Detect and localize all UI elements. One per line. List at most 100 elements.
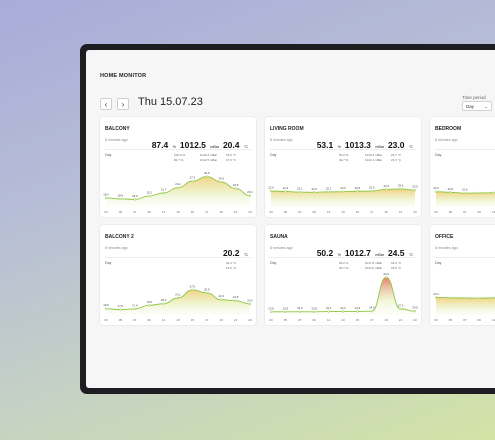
sensor-card[interactable]: SAUNA 8 minutes ago 50.2 % 1012.7 mBar 24.5 … [265,225,421,325]
chart-point [478,297,481,300]
chart-point [148,194,151,198]
x-tick-label: 05 [119,210,123,214]
next-day-button[interactable]: › [117,98,129,110]
x-tick-label: 03 [434,318,438,322]
chart-point [220,180,223,184]
chart-point-label: 19.6 [146,300,152,304]
x-tick-label: 09 [478,318,482,322]
chart-point [104,307,108,310]
x-tick-label: 07 [463,318,467,322]
chart-point [341,190,345,193]
chart-point [234,299,237,302]
chart-point [284,310,287,313]
chart-point [133,307,136,311]
x-tick-label: 03 [104,318,108,322]
min-value: 16.6 °C [226,266,237,270]
chart-point-label: 17.6 [118,304,124,308]
max-value: 100.0 % [174,153,186,157]
x-tick-label: 23 [248,318,252,322]
x-tick-label: 17 [370,318,374,322]
chart-point [449,296,452,299]
current-readings: 53.1 % 1013.3 mBar 23.0 °C [317,135,417,153]
min-max-summary: 32.4 °C 16.6 °C [174,261,252,271]
min-row: 46.7 % 1012.6 mBar 23.6 °C [339,266,417,271]
chart-point [133,198,136,201]
chart-point-label: 22.3 [433,186,439,190]
chart-point [248,194,252,197]
chart-point-label: 27.3 [190,176,196,180]
min-value: 82.7 % [174,158,184,162]
card-title: BALCONY 2 [105,234,134,240]
chart-range-label: Day [105,153,112,157]
x-tick-label: 13 [176,210,180,214]
x-tick-label: 21 [234,210,238,214]
x-tick-label: 15 [191,210,195,214]
x-tick-label: 05 [284,318,288,322]
sensor-card[interactable]: BALCONY 8 minutes ago 87.4 % 1012.5 mBar 20.… [100,117,256,217]
chart-point-label: 18.6 [132,194,138,198]
chart-area-fill [106,176,250,207]
chart-point-label: 20.2 [247,299,253,303]
chart-point [341,310,345,313]
max-value: 65.2 % [339,261,349,265]
chart-point [205,175,208,178]
max-value: 1019.4 mBar [200,153,218,157]
chevron-down-icon: ⌄ [484,104,488,109]
min-value: 17.0 °C [226,158,237,162]
chart-point [370,310,373,313]
x-tick-label: 23 [248,210,252,214]
min-value: 1012.6 mBar [365,266,383,270]
current-readings: 50.2 % 1012.7 mBar 24.5 °C [317,243,417,261]
chart-point-label: 24.1 [326,306,332,310]
temperature-value-unit: °C [408,253,413,257]
x-tick-label: 19 [220,210,224,214]
chart-point [269,310,273,313]
humidity-value-unit: % [337,145,341,149]
chart-point-label: 23.6 [398,183,404,187]
chart-area-fill [271,188,415,207]
temperature-chart: 23.40305070911131517192123 [433,292,495,322]
chart-point [162,302,165,305]
chart-point [191,288,194,291]
x-tick-label: 13 [341,318,345,322]
time-period-select[interactable]: Day ⌄ [462,101,492,111]
x-tick-label: 11 [327,210,330,214]
x-tick-label: 03 [104,210,108,214]
temperature-chart: 18.0 03 17.6 05 17.9 07 19.6 09 20.4 11 23.1 13 27.0… [103,284,253,322]
chart-point [413,310,417,313]
chart-point [492,296,495,299]
sensor-card[interactable]: BEDROOM 8 minutes ago Day 22.3 03 22.0 05 21.6 0… [430,117,495,217]
pressure-value: 1012.5 [179,140,206,150]
chart-range-label: Day [270,153,277,157]
chart-point-label: 20.2 [146,191,152,195]
previous-day-button[interactable]: ‹ [100,98,112,110]
x-tick-label: 09 [478,210,482,214]
chart-point [284,190,287,193]
chart-point-label: 24.3 [355,306,361,310]
humidity-value-unit: % [172,145,176,149]
chart-point-label: 24.2 [340,306,346,310]
chart-point [248,302,252,306]
humidity-value: 87.4 [151,140,169,150]
x-tick-label: 09 [148,318,152,322]
chart-point-label: 23.8 [283,306,289,310]
max-value: 64.9 °C [391,261,402,265]
card-divider [105,149,251,150]
max-value: 1017.8 mBar [365,261,383,265]
chart-point [313,310,316,313]
current-readings: 87.4 % 1012.5 mBar 20.4 °C [152,135,252,153]
x-tick-label: 05 [449,210,453,214]
chart-point-label: 22.6 [369,186,375,190]
chart-point [399,307,402,311]
chart-point [434,296,438,299]
sensor-card[interactable]: LIVING ROOM 8 minutes ago 53.1 % 1013.3 mBa… [265,117,421,217]
x-tick-label: 05 [284,210,288,214]
x-tick-label: 11 [162,210,165,214]
chart-point [434,190,438,193]
monitor-frame: HOME MONITOR ‹ › Thu 15.07.23 Time perio… [80,44,495,394]
last-updated: 8 minutes ago [435,138,458,142]
chart-point-label: 22.3 [340,186,346,190]
min-value: 21.5 °C [391,158,402,162]
